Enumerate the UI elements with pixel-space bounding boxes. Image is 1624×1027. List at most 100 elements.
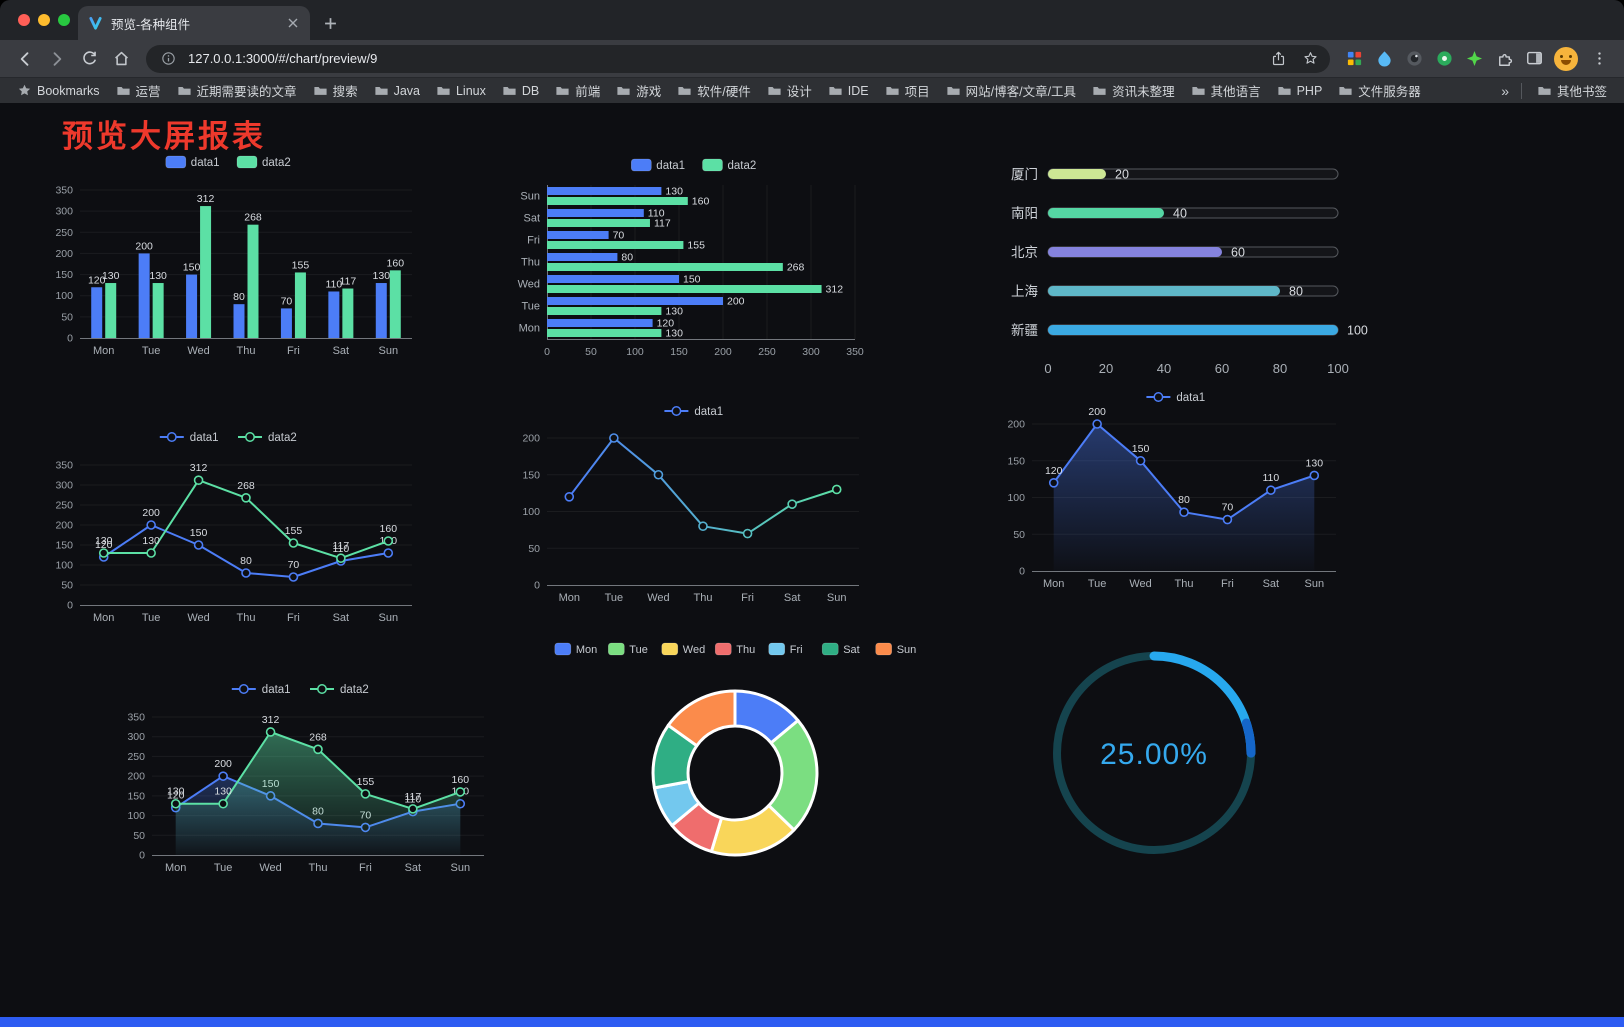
tab-close-icon[interactable] <box>284 14 302 32</box>
bookmark-folder[interactable]: 资讯未整理 <box>1085 80 1182 102</box>
svg-text:250: 250 <box>55 500 73 512</box>
svg-text:350: 350 <box>127 712 145 724</box>
svg-text:20: 20 <box>1099 361 1113 376</box>
browser-tab[interactable]: 预览-各种组件 <box>78 6 310 40</box>
reload-button[interactable] <box>74 44 104 74</box>
svg-text:Fri: Fri <box>287 345 300 357</box>
svg-text:Mon: Mon <box>576 644 597 656</box>
svg-text:data1: data1 <box>191 157 220 169</box>
svg-text:160: 160 <box>380 523 398 535</box>
bookmarks-overflow-chevron[interactable]: » <box>1501 82 1509 99</box>
bookmark-folder[interactable]: 项目 <box>878 80 937 102</box>
extension-drop-icon[interactable] <box>1370 45 1398 73</box>
home-button[interactable] <box>106 44 136 74</box>
bookmark-folder-label: IDE <box>847 83 869 98</box>
zoom-window-button[interactable] <box>58 14 70 26</box>
bookmark-folder-label: 游戏 <box>636 85 662 99</box>
svg-text:150: 150 <box>522 469 540 481</box>
svg-text:Tue: Tue <box>214 862 233 874</box>
page-content: 预览大屏报表 data1 data2 0 50 100 150 200 250 300 350 Mo… <box>0 103 1624 1027</box>
folder-icon <box>1191 86 1205 95</box>
svg-text:200: 200 <box>142 507 160 519</box>
bookmark-folder[interactable]: 运营 <box>109 80 168 102</box>
svg-text:110: 110 <box>1262 472 1279 484</box>
bookmark-folder-label: 运营 <box>135 85 161 99</box>
svg-text:Mon: Mon <box>165 862 186 874</box>
svg-text:117: 117 <box>339 276 356 288</box>
forward-button[interactable] <box>42 44 72 74</box>
weekday-donut-chart[interactable]: Mon Tue Wed Thu Fri Sat Sun <box>545 631 925 966</box>
svg-text:Wed: Wed <box>647 592 669 604</box>
bookmark-folder[interactable]: 网站/博客/文章/工具 <box>939 80 1083 102</box>
bookmark-folder[interactable]: 近期需要读的文章 <box>170 80 304 102</box>
svg-text:50: 50 <box>585 346 597 358</box>
bookmark-folder[interactable]: 搜索 <box>306 80 365 102</box>
bookmark-folder[interactable]: Linux <box>429 80 493 102</box>
bookmarks-root[interactable]: Bookmarks <box>10 80 107 102</box>
back-button[interactable] <box>10 44 40 74</box>
bookmark-folder[interactable]: IDE <box>821 80 876 102</box>
profile-avatar[interactable] <box>1554 46 1578 71</box>
svg-text:130: 130 <box>373 270 391 282</box>
svg-text:Sat: Sat <box>843 644 860 656</box>
svg-text:Mon: Mon <box>1043 578 1064 590</box>
dual-area-line-chart[interactable]: data1 data2 0 50 100 150 200 250 300 350 Mon Tue Wed… <box>112 673 492 895</box>
svg-text:150: 150 <box>127 790 145 802</box>
bookmark-folder[interactable]: Java <box>367 80 427 102</box>
svg-text:0: 0 <box>67 333 73 345</box>
bookmark-folder[interactable]: 软件/硬件 <box>670 80 757 102</box>
close-window-button[interactable] <box>18 14 30 26</box>
svg-text:200: 200 <box>522 433 540 445</box>
new-tab-button[interactable] <box>316 9 344 37</box>
city-progress-chart[interactable]: 厦门 20 南阳 40 北京 60 上海 80 新疆 100 0 20 40 60 80 100 <box>1000 158 1370 388</box>
bookmark-folder[interactable]: 文件服务器 <box>1331 80 1428 102</box>
svg-text:厦门: 厦门 <box>1011 167 1038 182</box>
extensions-puzzle-icon[interactable] <box>1490 45 1518 73</box>
avatar-mouth <box>1561 59 1571 65</box>
extension-lens-icon[interactable] <box>1400 45 1428 73</box>
svg-text:Sat: Sat <box>405 862 422 874</box>
side-panel-icon[interactable] <box>1520 45 1548 73</box>
svg-text:0: 0 <box>544 346 550 358</box>
browser-menu-icon[interactable] <box>1584 44 1614 74</box>
gradient-line-chart[interactable]: data1 0 50 100 150 200 Mon Tue Wed Thu Fri Sat Sun <box>503 398 888 613</box>
bookmark-folder-label: Linux <box>455 83 486 98</box>
horizontal-bar-chart[interactable]: data1 data2 0 50 100 150 200 250 300 350 Mon 120 130… <box>503 151 888 366</box>
svg-text:80: 80 <box>621 252 633 264</box>
minimize-window-button[interactable] <box>38 14 50 26</box>
area-line-chart[interactable]: data1 0 50 100 150 200 Mon Tue Wed Thu Fri Sat Sun 12… <box>990 386 1365 601</box>
svg-text:Sun: Sun <box>378 612 398 624</box>
percent-gauge-chart[interactable]: 25.00% <box>1038 643 1278 873</box>
bookmark-folder[interactable]: 其他语言 <box>1184 80 1268 102</box>
address-bar[interactable]: 127.0.0.1:3000/#/chart/preview/9 <box>146 44 1330 73</box>
svg-text:130: 130 <box>665 306 683 318</box>
url-text[interactable]: 127.0.0.1:3000/#/chart/preview/9 <box>188 51 378 66</box>
svg-text:70: 70 <box>288 559 300 571</box>
extension-star-icon[interactable] <box>1460 45 1488 73</box>
bookmark-folder[interactable]: PHP <box>1270 80 1330 102</box>
svg-text:Fri: Fri <box>527 235 540 247</box>
other-bookmarks[interactable]: 其他书签 <box>1530 80 1614 102</box>
bookmark-folder[interactable]: DB <box>495 80 546 102</box>
svg-text:Fri: Fri <box>790 644 803 656</box>
svg-text:50: 50 <box>61 311 73 323</box>
grouped-bar-chart[interactable]: data1 data2 0 50 100 150 200 250 300 350 Mon 120 130… <box>40 148 420 363</box>
svg-text:60: 60 <box>1231 246 1245 260</box>
svg-text:Wed: Wed <box>187 612 209 624</box>
bookmark-star-icon[interactable] <box>1298 47 1322 71</box>
bookmark-folder[interactable]: 设计 <box>760 80 819 102</box>
extension-green-icon[interactable] <box>1430 45 1458 73</box>
bookmark-folder[interactable]: 游戏 <box>609 80 668 102</box>
svg-text:data1: data1 <box>1176 392 1205 404</box>
extension-blocks-icon[interactable] <box>1340 45 1368 73</box>
bookmark-folder[interactable]: 前端 <box>548 80 607 102</box>
bookmark-folder-label: 搜索 <box>332 85 358 99</box>
dual-line-chart[interactable]: data1 data2 0 50 100 150 200 250 300 350 Mon Tue Wed… <box>40 423 420 638</box>
svg-text:80: 80 <box>1273 361 1287 376</box>
share-icon[interactable] <box>1266 47 1290 71</box>
svg-text:Wed: Wed <box>259 862 281 874</box>
folder-icon <box>177 86 191 95</box>
site-info-icon[interactable] <box>156 47 180 71</box>
svg-text:100: 100 <box>55 290 73 302</box>
svg-text:Thu: Thu <box>736 644 755 656</box>
